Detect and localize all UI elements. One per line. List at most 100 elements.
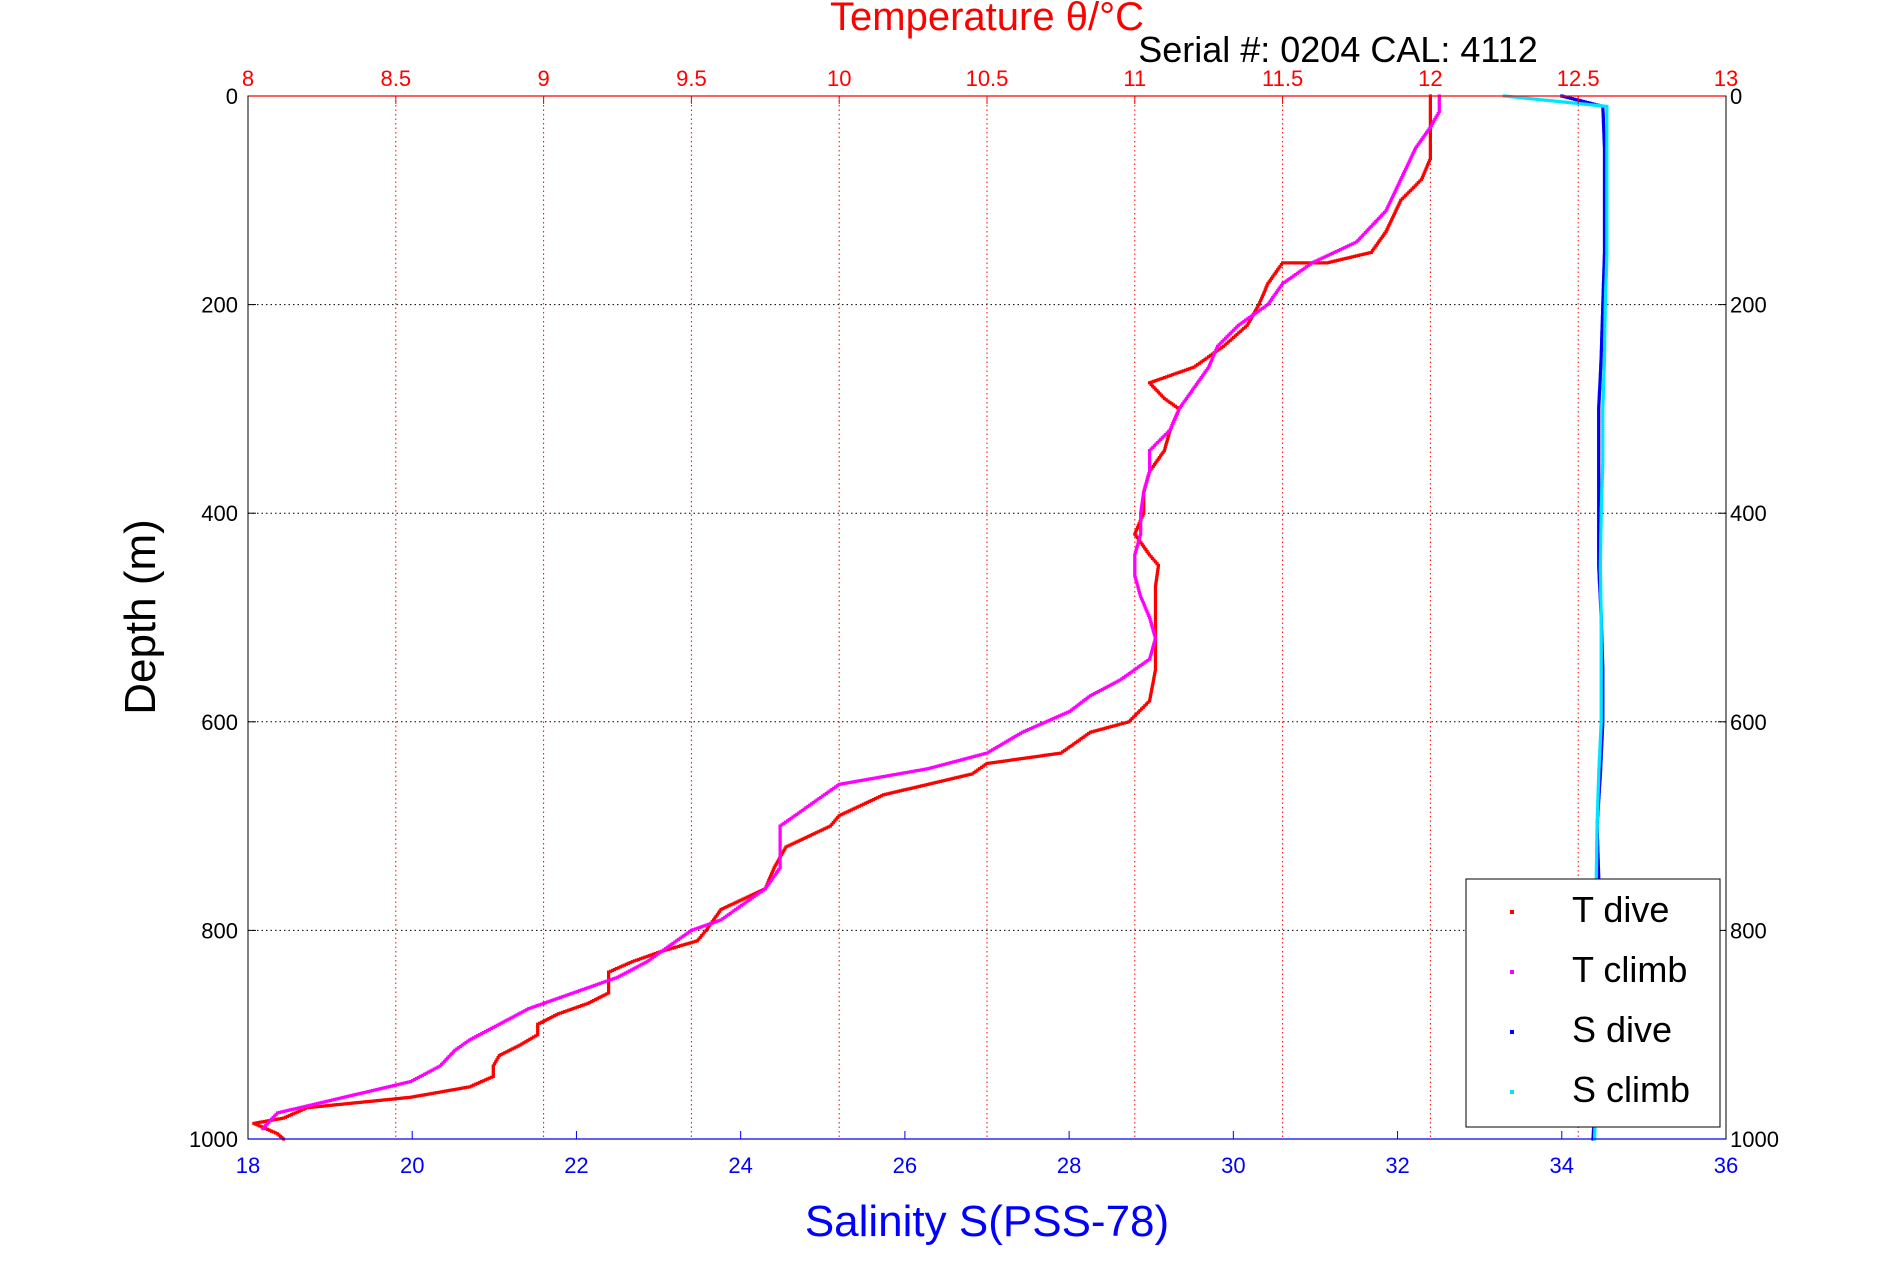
data-point [1186,395,1190,399]
data-point [543,1018,547,1023]
data-point [859,803,863,807]
data-point [710,921,715,925]
data-point [1153,626,1158,630]
data-point [1596,103,1600,108]
data-point [1167,374,1171,378]
data-point [1330,251,1334,255]
data-point [1173,404,1177,408]
data-point [1157,456,1161,460]
data-point [1295,271,1299,275]
data-point [1600,489,1604,494]
data-point [522,1041,526,1045]
data-point [1601,311,1605,315]
data-point [1602,135,1606,139]
data-point [491,1068,495,1072]
data-point [1602,381,1606,385]
data-point [1601,298,1605,302]
data-point [847,809,851,813]
data-point [1370,249,1375,253]
data-point [1426,129,1430,133]
data-point [1605,133,1609,137]
data-point [849,808,853,812]
data-point [1159,454,1163,458]
data-point [1149,622,1153,626]
data-point [1072,742,1076,746]
data-point [708,922,712,926]
data-point [1196,363,1200,367]
data-point [501,1052,505,1056]
data-point [1597,403,1601,407]
data-point [1537,98,1541,102]
data-point [556,1012,560,1016]
data-point [1197,361,1202,365]
data-point [524,1040,528,1044]
data-point [519,1011,523,1015]
data-point [1520,96,1524,100]
data-point [1600,487,1604,491]
data-point [278,1110,282,1114]
data-point [768,880,772,884]
data-point [378,1098,382,1102]
legend-marker [1510,1090,1514,1094]
data-point [1340,247,1344,251]
data-point [1033,755,1037,759]
data-point [1605,213,1609,218]
data-point [457,1087,461,1091]
data-point [812,832,816,836]
data-point [804,806,808,810]
data-point [785,819,790,823]
data-point [983,752,987,756]
data-point [1602,370,1606,374]
data-point [1600,320,1604,324]
chart-title: Temperature θ/°C [830,0,1144,39]
data-point [592,999,596,1003]
data-point [745,900,749,904]
data-point [1148,456,1152,460]
data-point [314,1102,318,1106]
data-point [1599,676,1603,680]
data-point [1346,256,1350,260]
data-point [305,1104,309,1108]
data-point [809,802,814,806]
data-point [441,1089,445,1094]
data-point [1599,611,1603,615]
data-point [1222,338,1226,342]
data-point [1602,207,1607,211]
data-point [1597,494,1601,498]
data-point [558,1011,563,1015]
data-point [1602,187,1607,191]
data-point [951,760,955,764]
data-point [1603,339,1607,344]
data-point [700,934,704,938]
data-point [1595,846,1599,850]
data-point [595,997,599,1001]
data-point [1153,624,1158,628]
data-point [734,907,738,912]
data-point [1595,813,1599,817]
data-point [1200,374,1205,378]
data-point [726,913,730,917]
data-point [1599,633,1603,637]
data-point [1393,189,1397,193]
data-point [1402,172,1406,176]
data-point [1594,863,1599,867]
data-point [450,1088,454,1092]
data-point [1600,739,1604,743]
data-point [1133,574,1137,578]
data-point [1599,687,1603,691]
data-point [1602,270,1606,274]
data-point [262,1119,267,1124]
data-point [1428,112,1432,116]
data-point [749,893,753,897]
data-point [1602,185,1607,189]
data-point [1151,464,1155,468]
data-point [666,947,670,951]
data-point [1153,611,1158,615]
data-point [1245,323,1249,328]
data-point [383,1086,387,1090]
data-point [1077,738,1081,742]
data-point [1427,161,1431,165]
data-point [1181,369,1185,373]
data-point [1602,144,1606,148]
data-point [1599,642,1603,646]
